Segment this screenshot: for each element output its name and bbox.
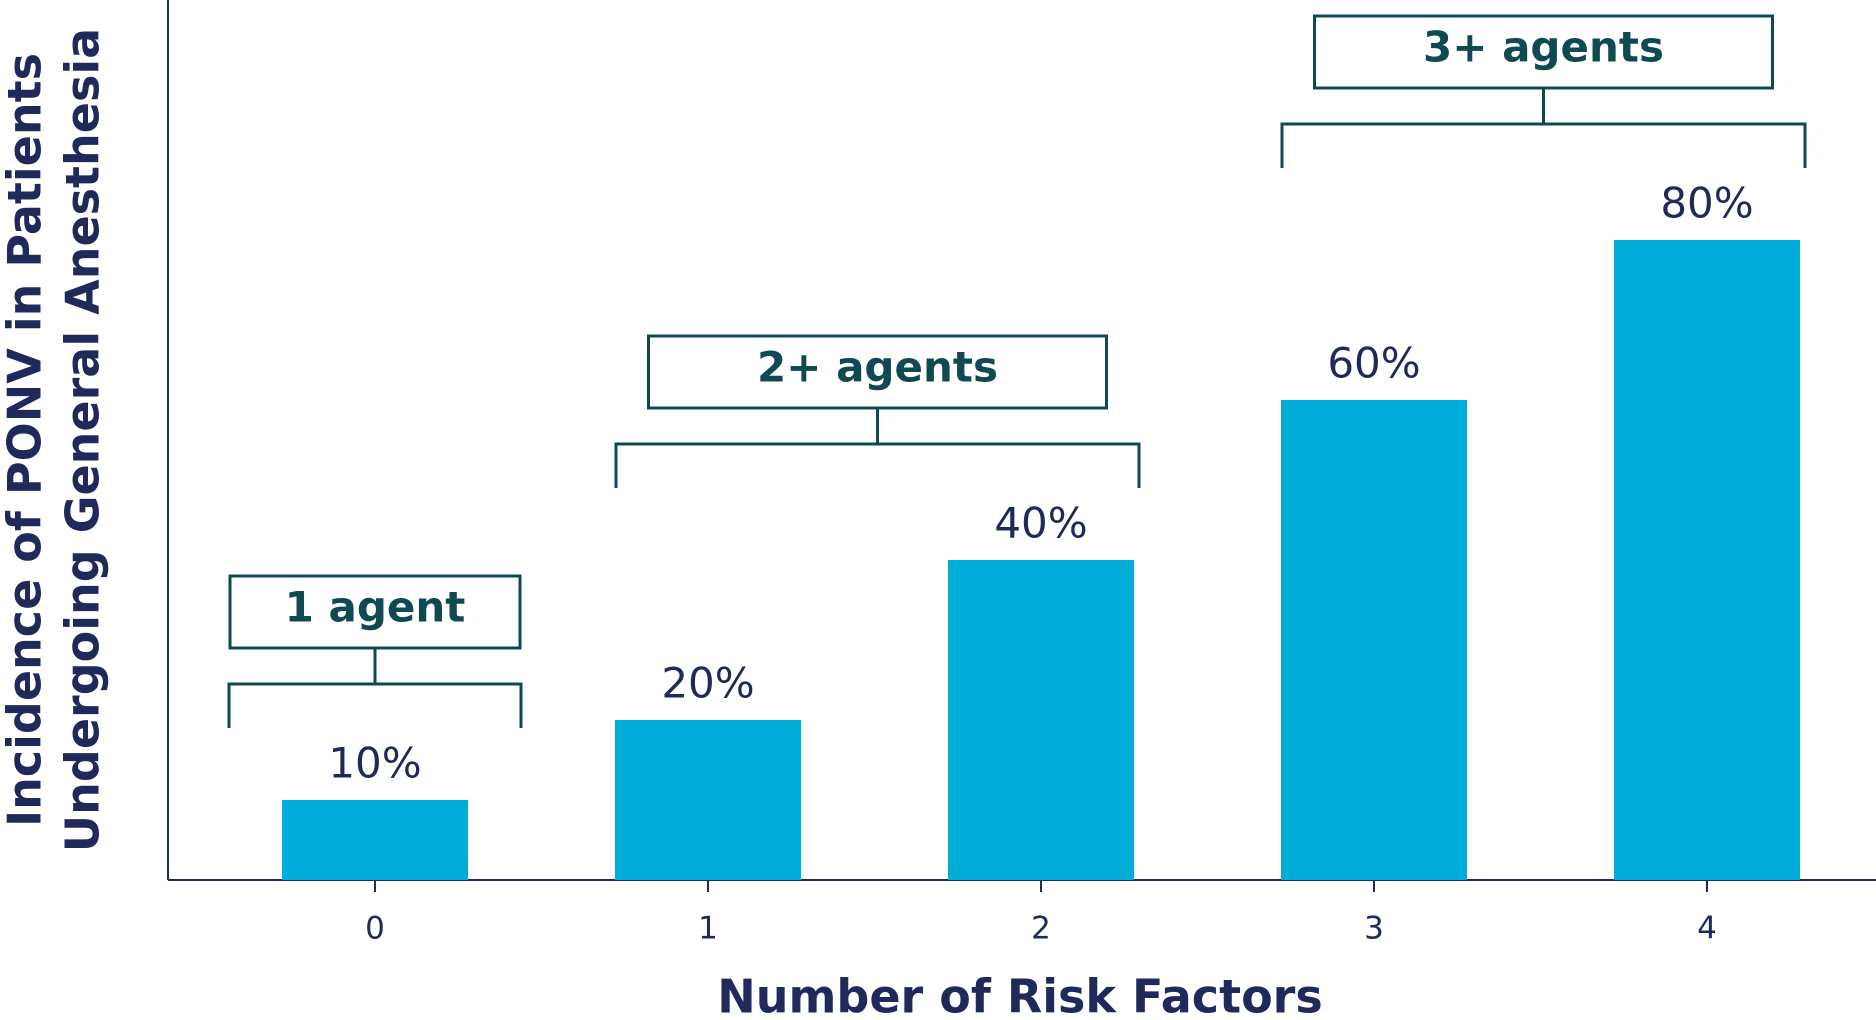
x-axis-title: Number of Risk Factors	[717, 970, 1323, 1020]
value-label: 20%	[661, 659, 754, 708]
x-tick-label: 4	[1697, 911, 1717, 947]
bar	[1281, 400, 1467, 880]
x-tick-label: 2	[1031, 911, 1051, 947]
x-tick-label: 0	[365, 911, 385, 947]
annotation-box	[647, 334, 1108, 410]
bracket	[1280, 88, 1807, 168]
annotation-text: 2+ agents	[757, 343, 998, 392]
bracket	[227, 648, 523, 728]
bar	[615, 720, 801, 880]
value-label: 40%	[994, 499, 1087, 548]
value-label: 80%	[1660, 179, 1753, 228]
y-axis-title: Incidence of PONV in Patients Undergoing…	[0, 28, 110, 852]
x-tick-label: 3	[1364, 911, 1384, 947]
annotation-text: 3+ agents	[1423, 23, 1664, 72]
annotation-box	[1313, 14, 1774, 90]
annotation-box	[228, 574, 522, 650]
x-tick-label: 1	[698, 911, 718, 947]
annotation-text: 1 agent	[285, 583, 466, 632]
y-axis-title-line: Undergoing General Anesthesia	[56, 28, 110, 852]
bar	[948, 560, 1134, 880]
y-axis-title-line: Incidence of PONV in Patients	[0, 53, 52, 827]
bar	[1614, 240, 1800, 880]
value-label: 60%	[1327, 339, 1420, 388]
bracket	[614, 408, 1141, 488]
bar	[282, 800, 468, 880]
value-label: 10%	[328, 739, 421, 788]
